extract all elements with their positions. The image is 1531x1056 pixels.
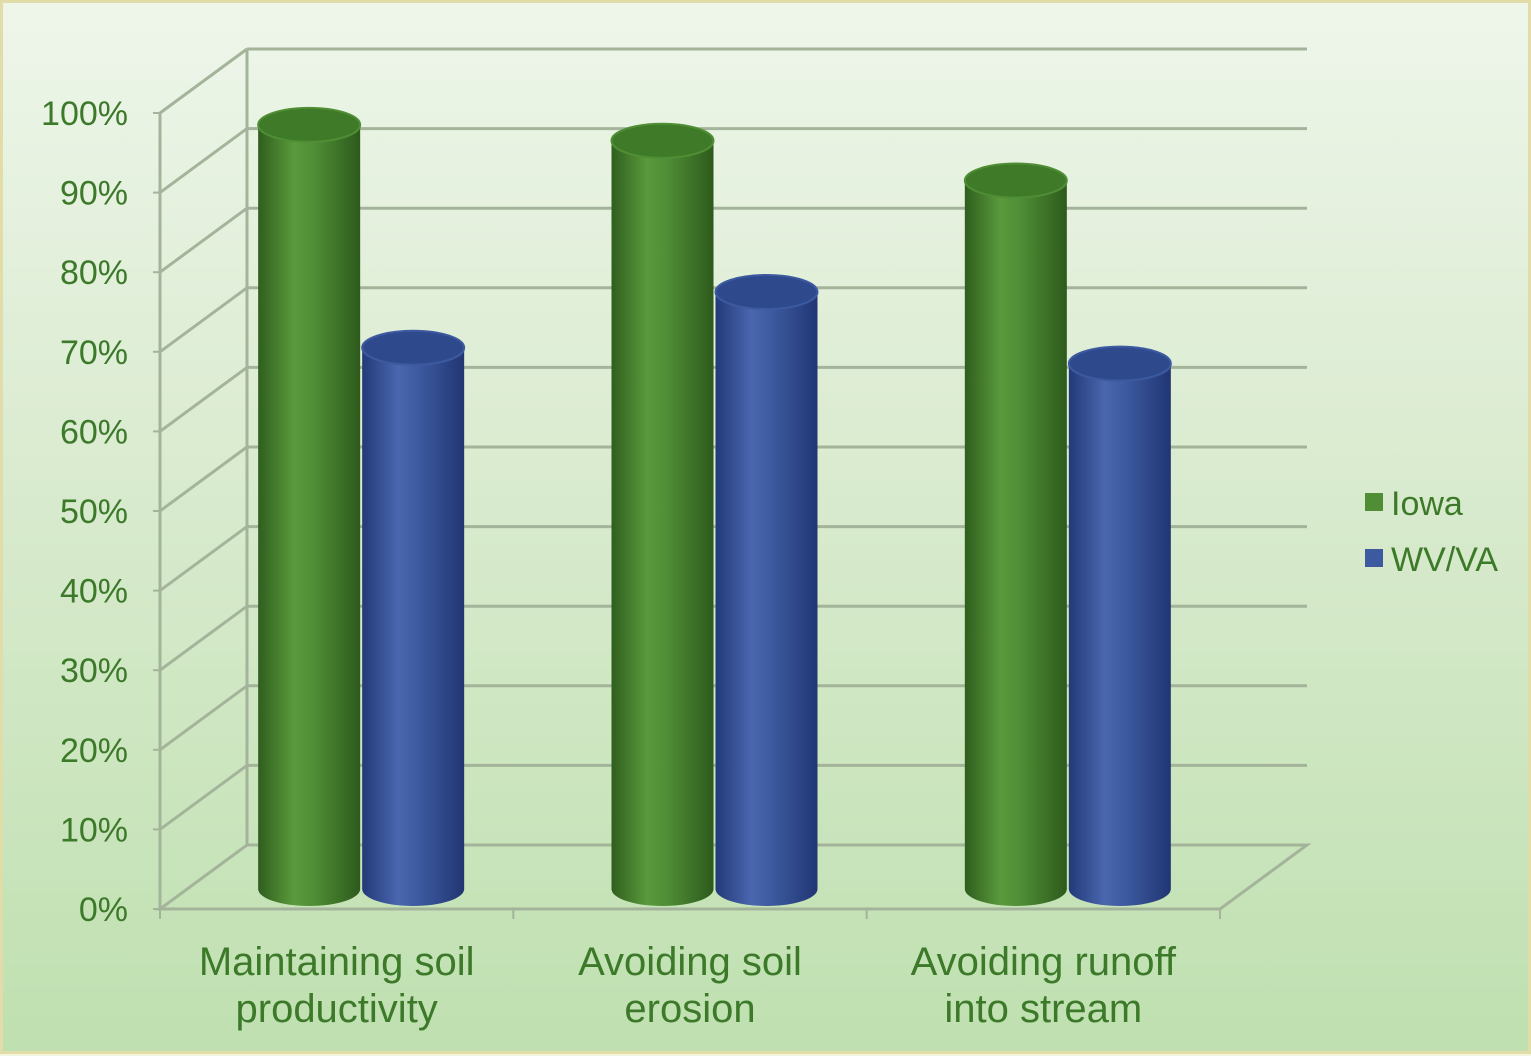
y-tick-label: 20% [60, 732, 128, 770]
bar-body [362, 347, 465, 906]
bar-iowa-0 [257, 106, 362, 907]
bar-body [258, 124, 361, 907]
side-gridline [159, 286, 248, 354]
bar-top [963, 162, 1068, 199]
y-tick-label: 80% [60, 254, 128, 292]
x-category-label: Avoiding soil [578, 940, 802, 984]
bar-body [1068, 363, 1171, 907]
bar-body [611, 140, 714, 907]
bar-top [610, 122, 715, 159]
side-gridline [159, 445, 248, 513]
y-tick-label: 100% [41, 95, 128, 133]
x-category-label: productivity [236, 987, 438, 1031]
y-tick-label: 60% [60, 413, 128, 451]
x-category-label: Maintaining soil [199, 940, 475, 984]
bar-top [361, 329, 466, 366]
bar-iowa-1 [610, 122, 715, 907]
bar-wv-va-1 [714, 274, 819, 907]
bar-chart: 0% 10% 20% 30% 40% 50% 60% 70% 80% 90% 100% Maintai… [41, 47, 1498, 1031]
bar-iowa-2 [963, 162, 1068, 906]
side-gridline [159, 604, 248, 672]
y-tick-label: 90% [60, 175, 128, 213]
legend-swatch [1365, 493, 1383, 511]
bar-body [715, 292, 818, 907]
legend-swatch [1365, 549, 1383, 567]
x-category-label: Avoiding runoff [911, 940, 1177, 984]
bar-body [964, 180, 1067, 906]
side-gridline [159, 366, 248, 433]
y-tick-label: 50% [60, 493, 128, 531]
y-tick-label: 30% [60, 652, 128, 690]
y-tick-label: 40% [60, 573, 128, 611]
bar-wv-va-0 [361, 329, 466, 906]
side-gridline [159, 684, 248, 752]
side-gridline [159, 525, 248, 592]
side-gridline [159, 127, 248, 194]
x-category-label: erosion [624, 987, 755, 1031]
bar-top [714, 274, 819, 310]
x-category-label: into stream [944, 987, 1142, 1031]
legend-label: Iowa [1391, 485, 1463, 523]
y-tick-label: 0% [79, 891, 128, 929]
y-tick-label: 70% [60, 334, 128, 372]
bar-top [257, 106, 362, 143]
legend-label: WV/VA [1391, 541, 1498, 579]
side-gridline [159, 47, 248, 115]
bar-top [1067, 345, 1172, 382]
y-tick-label: 10% [60, 811, 128, 849]
side-gridline [159, 206, 248, 274]
side-gridline [159, 764, 248, 831]
bar-wv-va-2 [1067, 345, 1172, 907]
